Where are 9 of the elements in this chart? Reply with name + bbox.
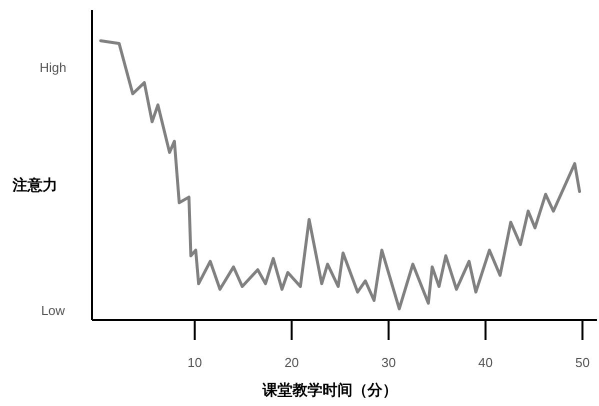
x-axis-title: 课堂教学时间（分） [262, 382, 398, 399]
text: High [40, 60, 66, 75]
x-tick-label: 40 [478, 355, 493, 370]
y-axis-title: 注意力 [12, 176, 58, 194]
x-tick-label: 30 [381, 355, 396, 370]
x-tick-label: 10 [188, 355, 202, 370]
text: Low [41, 303, 66, 318]
x-tick-label: 20 [284, 355, 299, 370]
x-tick-label: 50 [575, 355, 590, 370]
